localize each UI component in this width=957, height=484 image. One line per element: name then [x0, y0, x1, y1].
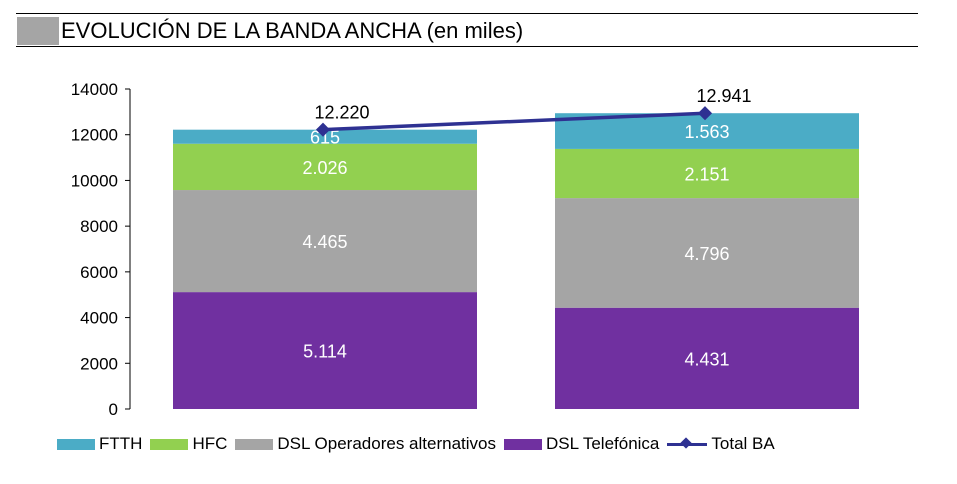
title-bottom-rule	[16, 46, 918, 47]
total-ba-marker	[315, 122, 331, 137]
bar-data-label: 4.796	[684, 244, 729, 264]
title-marker	[17, 17, 59, 45]
bar-segment	[173, 292, 477, 409]
total-ba-data-label: 12.220	[314, 103, 369, 123]
bar-segment	[555, 198, 859, 308]
y-tick-label: 10000	[71, 171, 118, 190]
legend-label: DSL Telefónica	[545, 434, 660, 453]
legend-item-hfc: HFC	[150, 434, 227, 454]
chart-title: EVOLUCIÓN DE LA BANDA ANCHA (en miles)	[61, 18, 524, 43]
legend-item-ftth: FTTH	[57, 434, 142, 454]
y-tick-label: 4000	[80, 309, 118, 328]
y-tick-label: 12000	[71, 126, 118, 145]
bar-data-label: 4.465	[302, 232, 347, 252]
legend-item-dsl-alt: DSL Operadores alternativos	[235, 434, 496, 454]
bar-segment	[555, 307, 859, 409]
bar-data-label: 2.151	[684, 165, 729, 185]
total-ba-marker	[697, 106, 713, 121]
bar-segment	[173, 190, 477, 293]
bar-data-label: 615	[310, 128, 340, 148]
legend-item-dsl-telefonica: DSL Telefónica	[503, 434, 660, 454]
total-ba-line	[322, 111, 706, 132]
bar-data-label: 4.431	[684, 349, 729, 369]
legend: FTTH HFC DSL Operadores alternativos DSL…	[57, 434, 783, 454]
y-tick-label: 0	[109, 400, 118, 419]
legend-label: FTTH	[99, 434, 143, 453]
bar-segment	[173, 143, 477, 191]
total-ba-data-label: 12.941	[696, 86, 751, 106]
bar-segment	[173, 129, 477, 144]
bar-segment	[555, 148, 859, 199]
y-tick-label: 14000	[71, 80, 118, 99]
bar-data-label: 2.026	[302, 158, 347, 178]
y-tick-label: 8000	[80, 217, 118, 236]
legend-label: DSL Operadores alternativos	[277, 434, 496, 453]
legend-item-total-ba: Total BA	[667, 434, 775, 454]
legend-label: Total BA	[711, 434, 775, 453]
y-tick-label: 6000	[80, 263, 118, 282]
y-tick-label: 2000	[80, 354, 118, 373]
title-top-rule	[16, 13, 918, 14]
legend-label: HFC	[192, 434, 228, 453]
bar-data-label: 1.563	[684, 122, 729, 142]
bar-data-label: 5.114	[303, 342, 347, 362]
